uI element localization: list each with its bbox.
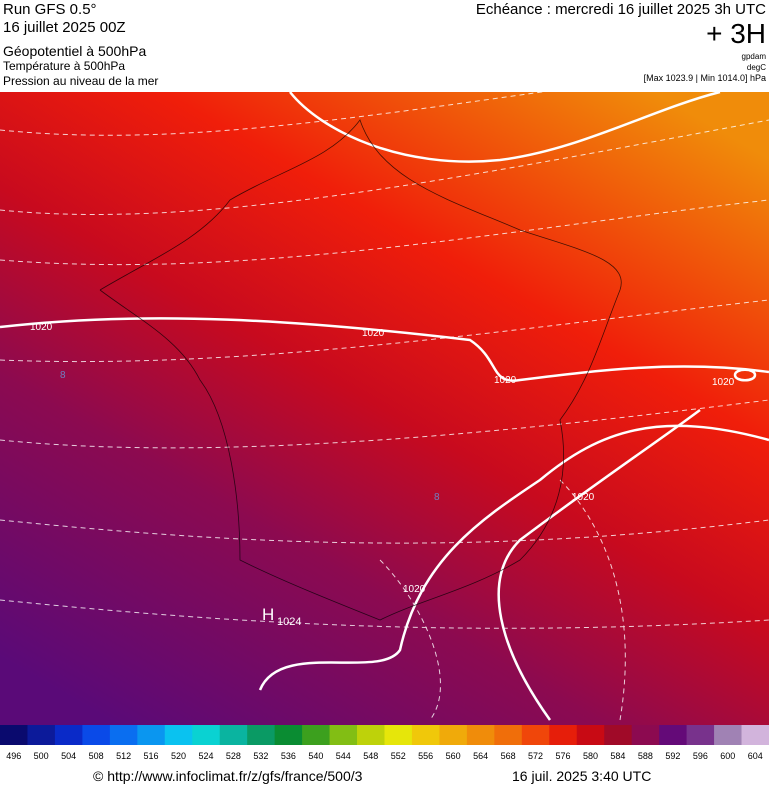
footer: © http://www.infoclimat.fr/z/gfs/france/… xyxy=(93,768,651,784)
colorbar-label: 500 xyxy=(34,751,49,761)
map-field xyxy=(0,92,769,725)
colorbar-cell xyxy=(466,725,495,745)
isobars xyxy=(0,90,769,721)
colorbar-label: 572 xyxy=(528,751,543,761)
colorbar-cell xyxy=(82,725,111,745)
timestamp: 16 juil. 2025 3:40 UTC xyxy=(512,768,651,784)
field-1: Géopotentiel à 500hPa xyxy=(3,43,146,59)
colorbar-cell xyxy=(302,725,331,745)
colorbar-cell xyxy=(576,725,605,745)
colorbar-cell xyxy=(741,725,769,745)
colorbar-label: 548 xyxy=(363,751,378,761)
colorbar-label: 592 xyxy=(665,751,680,761)
colorbar-label: 556 xyxy=(418,751,433,761)
colorbar-label: 528 xyxy=(226,751,241,761)
temperature-label: 8 xyxy=(434,492,440,503)
colorbar-label: 600 xyxy=(720,751,735,761)
colorbar-label: 588 xyxy=(638,751,653,761)
run-title: Run GFS 0.5° xyxy=(3,1,97,18)
colorbar-cell xyxy=(27,725,56,745)
colorbar-cell xyxy=(54,725,83,745)
colorbar-cell xyxy=(384,725,413,745)
colorbar-cell xyxy=(631,725,660,745)
echeance: Echéance : mercredi 16 juillet 2025 3h U… xyxy=(476,1,766,18)
field-2: Température à 500hPa xyxy=(3,59,125,73)
colorbar-cell xyxy=(247,725,276,745)
isobar-label: 1020 xyxy=(494,375,517,386)
colorbar-label: 604 xyxy=(748,751,763,761)
colorbar-cell xyxy=(329,725,358,745)
colorbar-label: 496 xyxy=(6,751,21,761)
colorbar-label: 532 xyxy=(253,751,268,761)
unit: degC xyxy=(747,63,766,72)
colorbar-label: 560 xyxy=(446,751,461,761)
colorbar-cell xyxy=(109,725,138,745)
isobar-label: 1020 xyxy=(712,377,735,388)
colorbar-label: 580 xyxy=(583,751,598,761)
colorbar-label: 564 xyxy=(473,751,488,761)
isobar-label: 1020 xyxy=(30,322,53,333)
high-letter: H xyxy=(262,605,274,624)
colorbar-label: 544 xyxy=(336,751,351,761)
colorbar-cell xyxy=(686,725,715,745)
colorbar-label: 576 xyxy=(556,751,571,761)
colorbar-cell xyxy=(549,725,578,745)
temperature-label: 8 xyxy=(60,370,66,381)
borders xyxy=(99,119,622,621)
pressure-range: [Max 1023.9 | Min 1014.0] hPa xyxy=(644,73,766,83)
field-3: Pression au niveau de la mer xyxy=(3,74,158,88)
colorbar-label: 584 xyxy=(610,751,625,761)
colorbar-cell xyxy=(137,725,166,745)
isobar-label: 1020 xyxy=(403,584,426,595)
colorbar-cell xyxy=(164,725,193,745)
run-date: 16 juillet 2025 00Z xyxy=(3,19,126,36)
colorbar-label: 540 xyxy=(308,751,323,761)
header: Run GFS 0.5° 16 juillet 2025 00Z Géopote… xyxy=(3,1,766,88)
colorbar-label: 568 xyxy=(501,751,516,761)
colorbar-cell xyxy=(0,725,28,745)
isobar-label: 1020 xyxy=(362,328,385,339)
step: + 3H xyxy=(706,18,766,49)
source: © http://www.infoclimat.fr/z/gfs/france/… xyxy=(93,768,363,784)
colorbar-label: 524 xyxy=(198,751,213,761)
colorbar-label: 536 xyxy=(281,751,296,761)
map-labels: 1020 1020 1020 1020 1020 1020 H 1024 8 8 xyxy=(30,322,735,628)
colorbar-cell xyxy=(494,725,523,745)
colorbar-cell xyxy=(439,725,468,745)
unit: gpdam xyxy=(742,52,767,61)
colorbar-label: 516 xyxy=(144,751,159,761)
colorbar-cell xyxy=(659,725,688,745)
high-value: 1024 xyxy=(277,616,301,628)
colorbar-label: 512 xyxy=(116,751,131,761)
isobar-label: 1020 xyxy=(572,492,595,503)
colorbar-cell xyxy=(714,725,743,745)
colorbar-label: 596 xyxy=(693,751,708,761)
colorbar-cell xyxy=(192,725,221,745)
colorbar-label: 508 xyxy=(89,751,104,761)
colorbar: 496 500 504 508 512 516 520 524 528 532 536 540 544 5… xyxy=(0,725,769,761)
colorbar-cell xyxy=(604,725,633,745)
colorbar-label: 520 xyxy=(171,751,186,761)
colorbar-label: 552 xyxy=(391,751,406,761)
colorbar-label: 504 xyxy=(61,751,76,761)
colorbar-cell xyxy=(274,725,303,745)
colorbar-cell xyxy=(357,725,385,745)
colorbar-cell xyxy=(219,725,248,745)
colorbar-cell xyxy=(521,725,550,745)
colorbar-cell xyxy=(411,725,440,745)
temperature-contours xyxy=(0,59,769,721)
